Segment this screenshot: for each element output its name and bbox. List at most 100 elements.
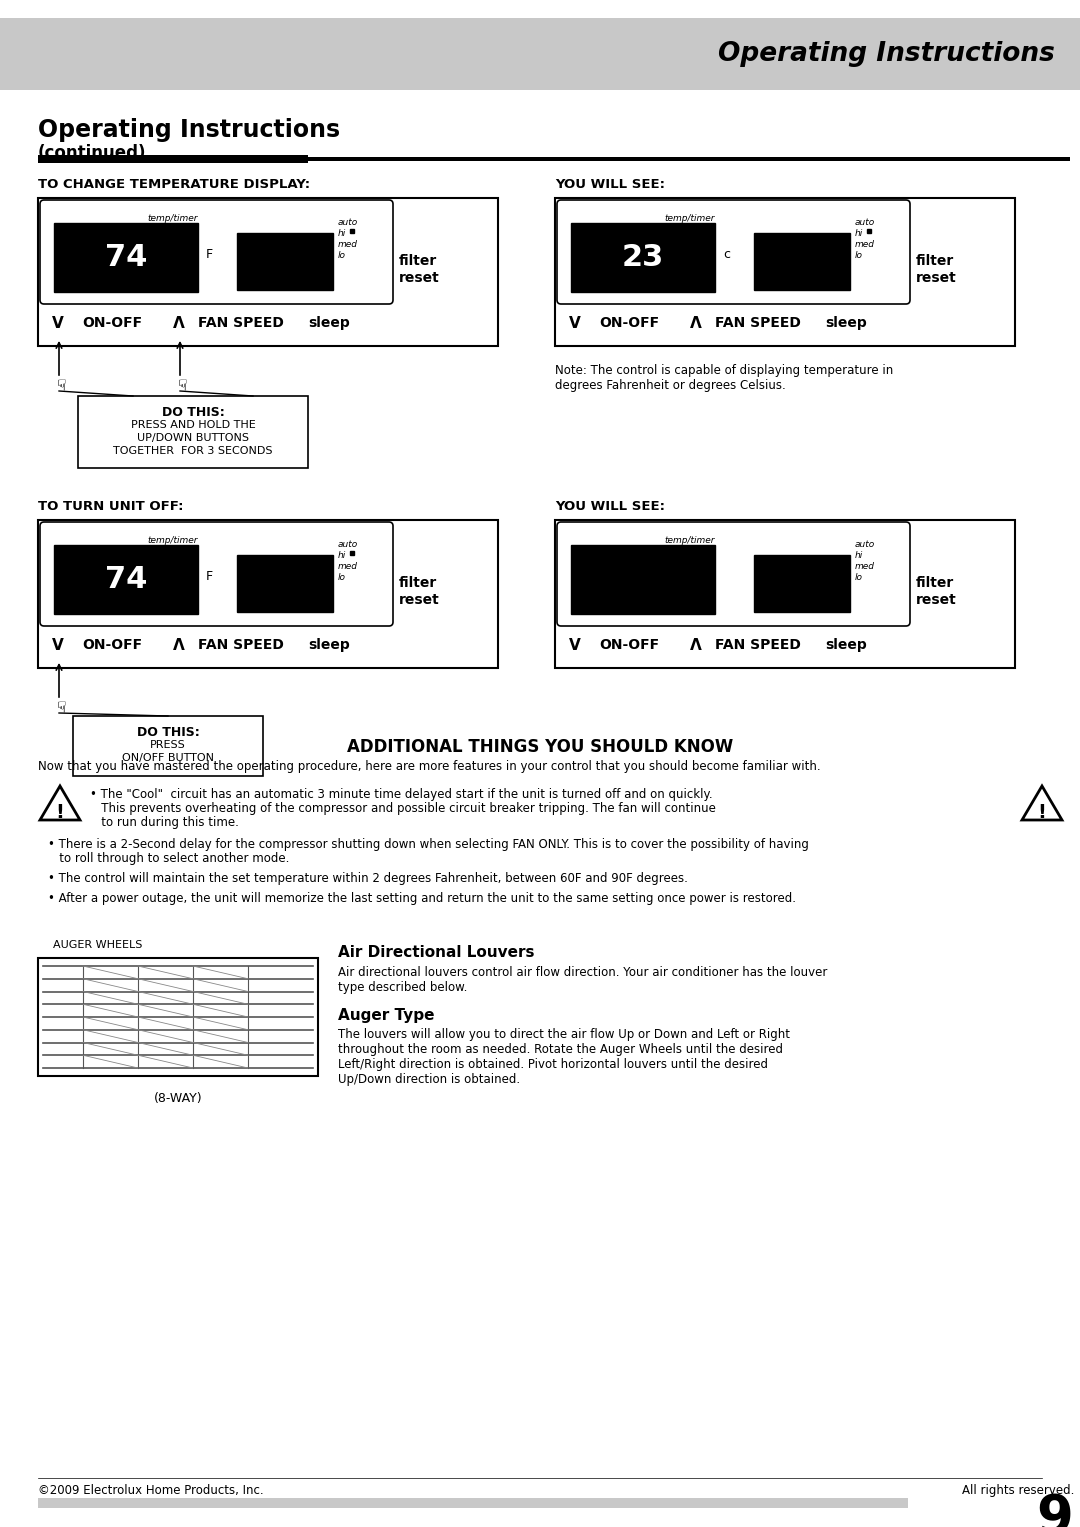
Text: ☞: ☞	[173, 379, 188, 391]
Text: med: med	[855, 240, 875, 249]
Text: lo: lo	[338, 573, 346, 582]
Text: Now that you have mastered the operating procedure, here are more features in yo: Now that you have mastered the operating…	[38, 760, 821, 773]
Text: V: V	[569, 638, 581, 654]
Text: Λ: Λ	[173, 316, 185, 331]
Text: DO THIS:: DO THIS:	[137, 725, 200, 739]
Text: ADDITIONAL THINGS YOU SHOULD KNOW: ADDITIONAL THINGS YOU SHOULD KNOW	[347, 738, 733, 756]
Text: Λ: Λ	[690, 316, 702, 331]
Bar	[571, 545, 715, 614]
Text: FAN SPEED: FAN SPEED	[198, 316, 284, 330]
Bar	[237, 234, 333, 290]
Text: ON-OFF: ON-OFF	[599, 638, 659, 652]
Text: 74: 74	[105, 565, 147, 594]
Bar	[237, 554, 333, 612]
Text: PRESS AND HOLD THE: PRESS AND HOLD THE	[131, 420, 255, 431]
Text: temp/timer: temp/timer	[148, 214, 198, 223]
Text: ON-OFF: ON-OFF	[599, 316, 659, 330]
Text: FAN SPEED: FAN SPEED	[715, 316, 801, 330]
Text: ON-OFF: ON-OFF	[82, 638, 143, 652]
Text: reset: reset	[916, 594, 957, 608]
Text: auto: auto	[855, 541, 875, 550]
Text: filter: filter	[399, 253, 437, 269]
Text: hi: hi	[855, 229, 863, 238]
Text: (8-WAY): (8-WAY)	[153, 1092, 202, 1106]
Text: TOGETHER  FOR 3 SECONDS: TOGETHER FOR 3 SECONDS	[113, 446, 273, 457]
Bar	[571, 223, 715, 292]
Text: ☞: ☞	[52, 699, 67, 713]
Bar	[754, 554, 850, 612]
Text: All rights reserved.: All rights reserved.	[962, 1484, 1075, 1496]
Bar	[38, 957, 318, 1077]
Bar	[0, 18, 1080, 90]
Text: reset: reset	[916, 272, 957, 286]
Text: (continued): (continued)	[38, 144, 147, 162]
Text: sleep: sleep	[308, 638, 350, 652]
Text: reset: reset	[399, 594, 440, 608]
Text: filter: filter	[916, 576, 955, 591]
Text: filter: filter	[399, 576, 437, 591]
Text: temp/timer: temp/timer	[148, 536, 198, 545]
Text: hi: hi	[855, 551, 863, 560]
Text: ©2009 Electrolux Home Products, Inc.: ©2009 Electrolux Home Products, Inc.	[38, 1484, 264, 1496]
Text: Air directional louvers control air flow direction. Your air conditioner has the: Air directional louvers control air flow…	[338, 967, 827, 994]
Bar	[754, 234, 850, 290]
Text: c: c	[723, 247, 730, 261]
Text: This prevents overheating of the compressor and possible circuit breaker trippin: This prevents overheating of the compres…	[90, 802, 716, 815]
FancyBboxPatch shape	[40, 522, 393, 626]
Text: med: med	[338, 240, 357, 249]
Text: Air Directional Louvers: Air Directional Louvers	[338, 945, 535, 960]
Text: reset: reset	[399, 272, 440, 286]
Text: Operating Instructions: Operating Instructions	[718, 41, 1055, 67]
Text: Note: The control is capable of displaying temperature in
degrees Fahrenheit or : Note: The control is capable of displayi…	[555, 363, 893, 392]
Text: Λ: Λ	[173, 638, 185, 654]
Text: • After a power outage, the unit will memorize the last setting and return the u: • After a power outage, the unit will me…	[48, 892, 796, 906]
Text: PRESS: PRESS	[150, 741, 186, 750]
Text: to run during this time.: to run during this time.	[90, 815, 239, 829]
Text: F: F	[206, 247, 213, 261]
Text: hi: hi	[338, 229, 347, 238]
Bar	[73, 716, 264, 776]
Text: FAN SPEED: FAN SPEED	[715, 638, 801, 652]
Bar	[54, 223, 198, 292]
Text: TO CHANGE TEMPERATURE DISPLAY:: TO CHANGE TEMPERATURE DISPLAY:	[38, 179, 310, 191]
Text: auto: auto	[338, 541, 359, 550]
Text: lo: lo	[338, 250, 346, 260]
Text: filter: filter	[916, 253, 955, 269]
Text: lo: lo	[855, 250, 863, 260]
Text: ON-OFF: ON-OFF	[82, 316, 143, 330]
Text: sleep: sleep	[825, 316, 867, 330]
Text: YOU WILL SEE:: YOU WILL SEE:	[555, 179, 665, 191]
Text: • The control will maintain the set temperature within 2 degrees Fahrenheit, bet: • The control will maintain the set temp…	[48, 872, 688, 886]
FancyBboxPatch shape	[40, 200, 393, 304]
Text: to roll through to select another mode.: to roll through to select another mode.	[48, 852, 289, 864]
Text: med: med	[338, 562, 357, 571]
Text: YOU WILL SEE:: YOU WILL SEE:	[555, 499, 665, 513]
Bar	[38, 521, 498, 667]
Text: • The "Cool"  circuit has an automatic 3 minute time delayed start if the unit i: • The "Cool" circuit has an automatic 3 …	[90, 788, 713, 802]
Text: lo: lo	[855, 573, 863, 582]
Text: AUGER WHEELS: AUGER WHEELS	[53, 941, 143, 950]
Bar	[38, 1498, 908, 1509]
Text: 9: 9	[1037, 1492, 1074, 1527]
Bar	[555, 199, 1015, 347]
Bar	[38, 156, 308, 163]
Text: • There is a 2-Second delay for the compressor shutting down when selecting FAN : • There is a 2-Second delay for the comp…	[48, 838, 809, 851]
Text: sleep: sleep	[308, 316, 350, 330]
Text: temp/timer: temp/timer	[664, 536, 715, 545]
Bar	[54, 545, 198, 614]
Bar	[555, 521, 1015, 667]
Text: med: med	[855, 562, 875, 571]
Bar	[78, 395, 308, 467]
Text: V: V	[52, 638, 64, 654]
Text: TO TURN UNIT OFF:: TO TURN UNIT OFF:	[38, 499, 184, 513]
Text: hi: hi	[338, 551, 347, 560]
Text: ☞: ☞	[52, 379, 67, 391]
Text: auto: auto	[855, 218, 875, 228]
Text: !: !	[55, 803, 65, 822]
Text: ON/OFF BUTTON: ON/OFF BUTTON	[122, 753, 214, 764]
Text: Auger Type: Auger Type	[338, 1008, 434, 1023]
Bar	[308, 157, 1070, 160]
Text: temp/timer: temp/timer	[664, 214, 715, 223]
Text: !: !	[1038, 803, 1047, 822]
Text: sleep: sleep	[825, 638, 867, 652]
